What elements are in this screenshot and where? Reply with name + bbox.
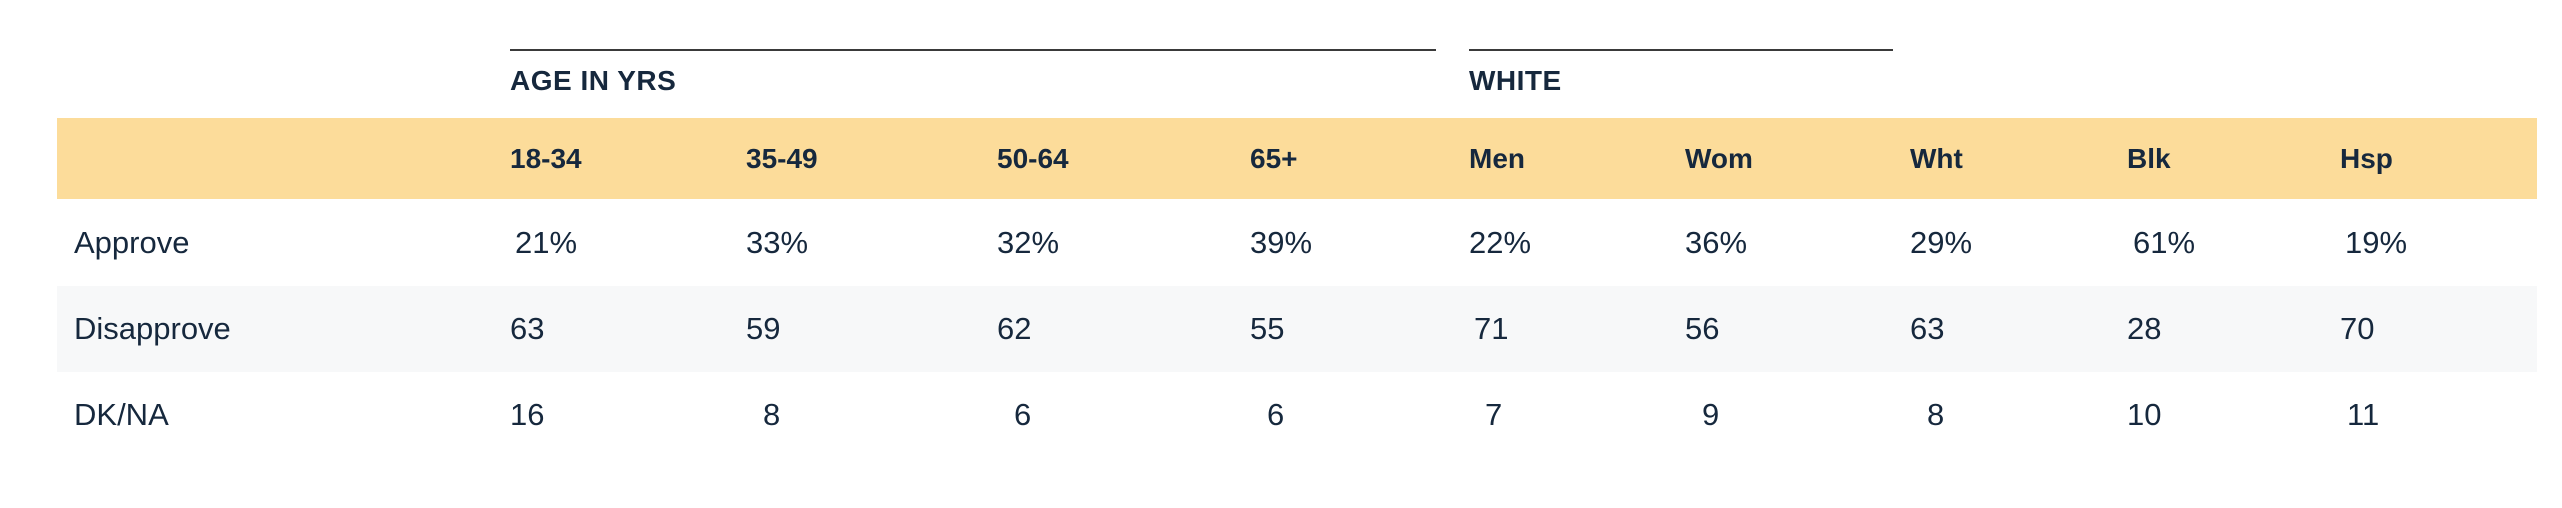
table-cell: 56 [1685,311,1720,346]
row-label-dk-na: DK/NA [74,397,169,432]
column-header-65-plus: 65+ [1250,142,1298,174]
table-cell: 8 [763,397,781,432]
table-cell: 39% [1250,225,1313,260]
table-cell: 6 [1014,397,1032,432]
table-cell: 7 [1485,397,1503,432]
table-cell: 19% [2345,225,2408,260]
table-cell: 63 [510,311,545,346]
table-cell: 32% [997,225,1060,260]
table-cell: 70 [2340,311,2375,346]
column-header-50-64: 50-64 [997,142,1069,174]
table-cell: 16 [510,397,545,432]
column-header-35-49: 35-49 [746,142,818,174]
table-row-dk-na: DK/NA 16 8 6 6 7 9 8 10 11 [57,372,2537,458]
table-cell: 22% [1469,225,1532,260]
table-cell: 29% [1910,225,1973,260]
table-cell: 11 [2347,397,2380,432]
table-cell: 63 [1910,311,1945,346]
table-row-disapprove: Disapprove 63 59 62 55 71 56 63 28 70 [57,286,2537,372]
column-header-white: Wht [1910,142,1963,174]
table-cell: 55 [1250,311,1285,346]
row-label-disapprove: Disapprove [74,311,231,346]
table-cell: 33% [746,225,809,260]
table-cell: 62 [997,311,1032,346]
table-cell: 6 [1267,397,1285,432]
table-cell: 21% [515,225,578,260]
row-label-approve: Approve [74,225,190,260]
column-header-row: 18-34 35-49 50-64 65+ Men Wom Wht Blk Hs… [57,118,2537,199]
group-rule-age [510,49,1436,51]
group-label-age: AGE IN YRS [510,65,677,96]
table-cell: 36% [1685,225,1748,260]
table-cell: 9 [1702,397,1720,432]
group-label-white: WHITE [1469,65,1562,96]
table-cell: 8 [1927,397,1945,432]
table-cell: 61% [2133,225,2196,260]
column-header-men: Men [1469,142,1525,174]
column-header-hispanic: Hsp [2340,142,2393,174]
group-rule-white [1469,49,1893,51]
table-cell: 59 [746,311,781,346]
table-cell: 10 [2127,397,2162,432]
column-header-black: Blk [2127,142,2171,174]
table-cell: 28 [2127,311,2162,346]
column-header-18-34: 18-34 [510,142,582,174]
table-cell: 71 [1474,311,1509,346]
table-row-approve: Approve 21% 33% 32% 39% 22% 36% 29% 61% … [57,200,2537,286]
column-header-women: Wom [1685,142,1753,174]
